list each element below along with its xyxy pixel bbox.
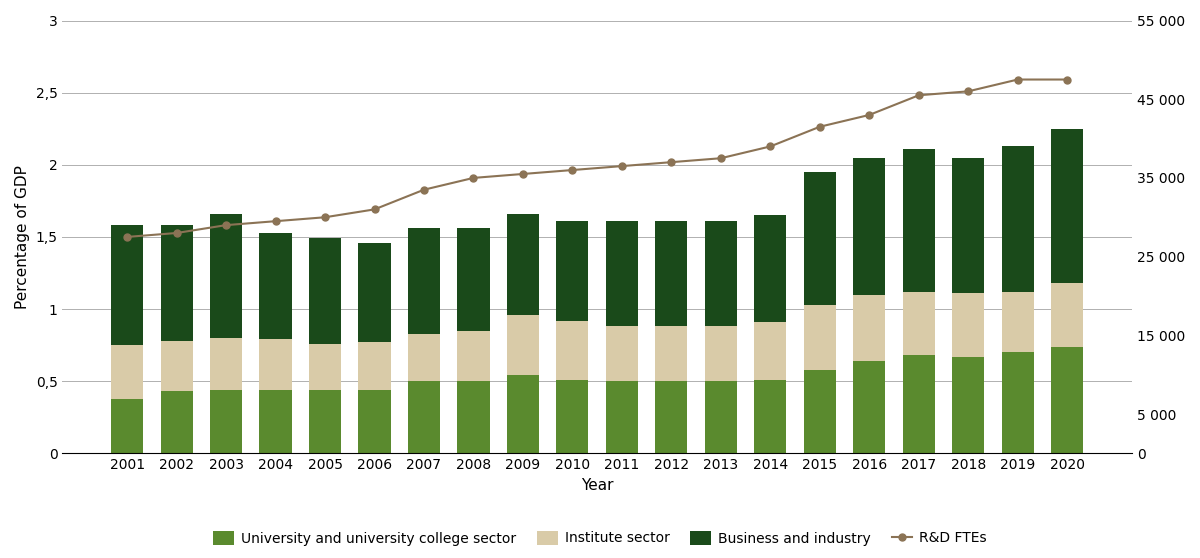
Bar [655,221,688,326]
Bar [112,345,143,398]
Bar [1002,292,1033,352]
Bar [161,225,193,341]
Bar [755,215,786,322]
Bar [506,376,539,453]
Bar [557,221,588,321]
Bar [161,391,193,453]
Y-axis label: Percentage of GDP: Percentage of GDP [14,165,30,309]
Bar [1051,347,1084,453]
X-axis label: Year: Year [581,478,613,493]
Bar [457,228,490,331]
Bar [952,293,984,357]
Bar [902,149,935,292]
Bar [606,326,638,381]
Bar [704,326,737,381]
Bar [259,233,292,339]
Bar [308,390,341,453]
Bar [359,243,390,342]
Bar [755,380,786,453]
Bar [408,334,440,381]
Bar [408,381,440,453]
Bar [359,342,390,390]
Bar [457,331,490,381]
Bar [655,326,688,381]
Bar [704,221,737,326]
Bar [804,370,836,453]
Bar [902,355,935,453]
Legend: University and university college sector, Institute sector, Business and industr: University and university college sector… [208,525,992,551]
Bar [259,339,292,390]
Bar [655,381,688,453]
Bar [606,221,638,326]
Bar [506,214,539,315]
Bar [457,381,490,453]
Bar [161,341,193,391]
Bar [112,398,143,453]
Bar [804,305,836,370]
Bar [853,295,886,361]
Bar [853,157,886,295]
Bar [606,381,638,453]
Bar [359,390,390,453]
Bar [1051,129,1084,283]
Bar [1051,283,1084,347]
Bar [210,390,242,453]
Bar [506,315,539,376]
Bar [308,238,341,344]
Bar [259,390,292,453]
Bar [853,361,886,453]
Bar [755,322,786,380]
Bar [1002,352,1033,453]
Bar [557,380,588,453]
Bar [210,214,242,338]
Bar [112,225,143,345]
Bar [704,381,737,453]
Bar [804,172,836,305]
Bar [952,357,984,453]
Bar [408,228,440,334]
Bar [210,338,242,390]
Bar [902,292,935,355]
Bar [308,344,341,390]
Bar [1002,146,1033,292]
Bar [952,157,984,293]
Bar [557,321,588,380]
